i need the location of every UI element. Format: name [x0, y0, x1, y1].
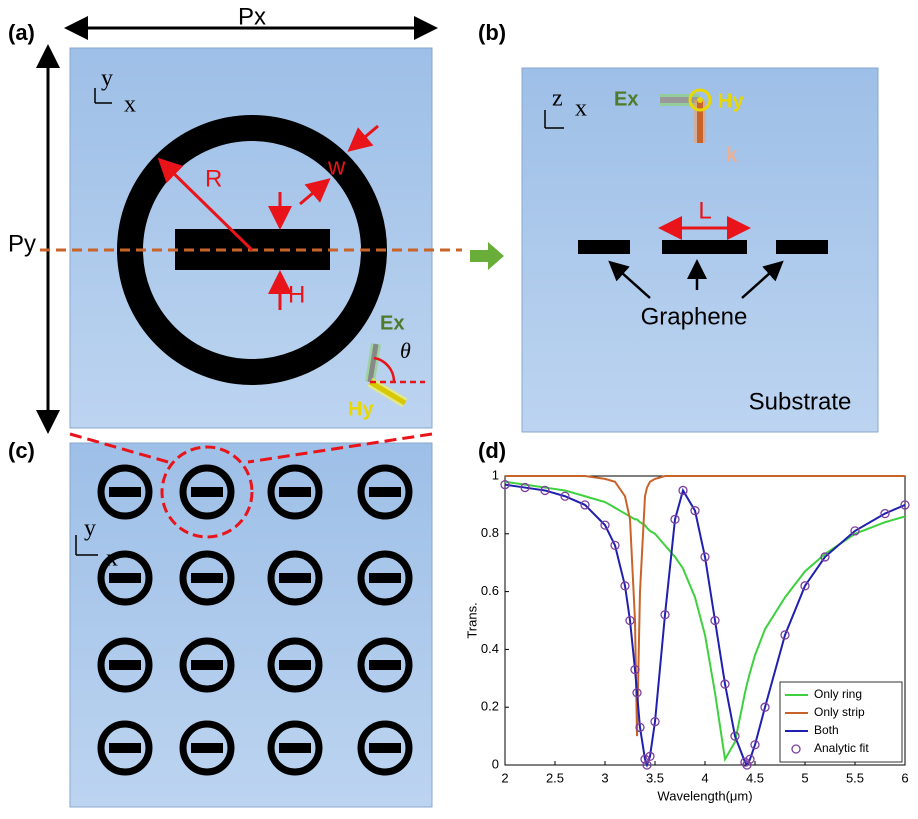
- h-label: H: [288, 281, 305, 308]
- py-label: Py: [8, 230, 36, 257]
- x-tick-label: 6: [901, 770, 908, 785]
- y-tick-label: 0.4: [481, 641, 499, 656]
- r-label: R: [205, 165, 222, 192]
- px-label: Px: [238, 3, 266, 30]
- chart: 2 2.5 3 3.5 4 4.5 5 5.5 6 0 0.2 0.4 0.6 0.8 1 Wavelengt…: [464, 467, 909, 803]
- y-tick-label: 0.6: [481, 583, 499, 598]
- strip: [191, 660, 223, 670]
- substrate-label: Substrate: [749, 388, 852, 415]
- strip: [279, 573, 311, 583]
- y-tick-label: 1: [492, 467, 499, 482]
- x-tick-label: 2.5: [546, 770, 564, 785]
- ex-label: Ex: [614, 88, 638, 110]
- axis-z: z: [552, 86, 563, 112]
- figure: (a) Px Py y x R w H Ex Hy θ (b) z x Ex H…: [0, 0, 918, 814]
- panel-label: (c): [8, 438, 35, 463]
- panel-label: (d): [478, 438, 506, 463]
- axis-x: x: [124, 92, 136, 118]
- x-tick-label: 4: [701, 770, 708, 785]
- strip: [191, 573, 223, 583]
- legend-label: Only strip: [814, 705, 865, 719]
- hy-label: Hy: [348, 398, 374, 420]
- strip: [191, 487, 223, 497]
- graphene-label: Graphene: [641, 303, 748, 330]
- strip: [109, 743, 141, 753]
- graphene-strip: [776, 240, 828, 254]
- legend-label: Analytic fit: [814, 741, 869, 755]
- l-label: L: [698, 197, 711, 224]
- panel-label: (b): [478, 20, 506, 45]
- x-tick-label: 5: [801, 770, 808, 785]
- strip: [109, 487, 141, 497]
- strip: [369, 743, 401, 753]
- y-tick-label: 0: [492, 756, 499, 771]
- strip: [279, 660, 311, 670]
- graphene-strip: [662, 240, 747, 254]
- strip: [369, 487, 401, 497]
- x-tick-label: 2: [501, 770, 508, 785]
- strip: [369, 660, 401, 670]
- x-tick-label: 3.5: [646, 770, 664, 785]
- y-tick-label: 0.8: [481, 525, 499, 540]
- hy-label: Hy: [718, 90, 744, 112]
- strip: [109, 573, 141, 583]
- x-axis-label: Wavelength(μm): [657, 788, 752, 803]
- axis-x: x: [575, 96, 587, 122]
- ex-label: Ex: [380, 312, 404, 334]
- axis-y: y: [101, 66, 113, 92]
- axis-x: x: [106, 546, 118, 572]
- strip: [369, 573, 401, 583]
- y-axis-label: Trans.: [464, 602, 479, 638]
- legend-label: Only ring: [814, 687, 862, 701]
- strip: [279, 743, 311, 753]
- theta-label: θ: [400, 338, 411, 363]
- panel-label: (a): [8, 20, 35, 45]
- axis-y: y: [84, 516, 96, 542]
- w-label: w: [327, 153, 346, 180]
- y-tick-label: 0.2: [481, 699, 499, 714]
- x-tick-label: 3: [601, 770, 608, 785]
- k-label: k: [726, 144, 738, 166]
- strip: [191, 743, 223, 753]
- hy-dot: [697, 97, 703, 103]
- graphene-strip: [578, 240, 630, 254]
- strip: [279, 487, 311, 497]
- x-tick-label: 5.5: [846, 770, 864, 785]
- strip: [109, 660, 141, 670]
- flow-arrow: [470, 242, 504, 270]
- x-tick-label: 4.5: [746, 770, 764, 785]
- legend-label: Both: [814, 723, 839, 737]
